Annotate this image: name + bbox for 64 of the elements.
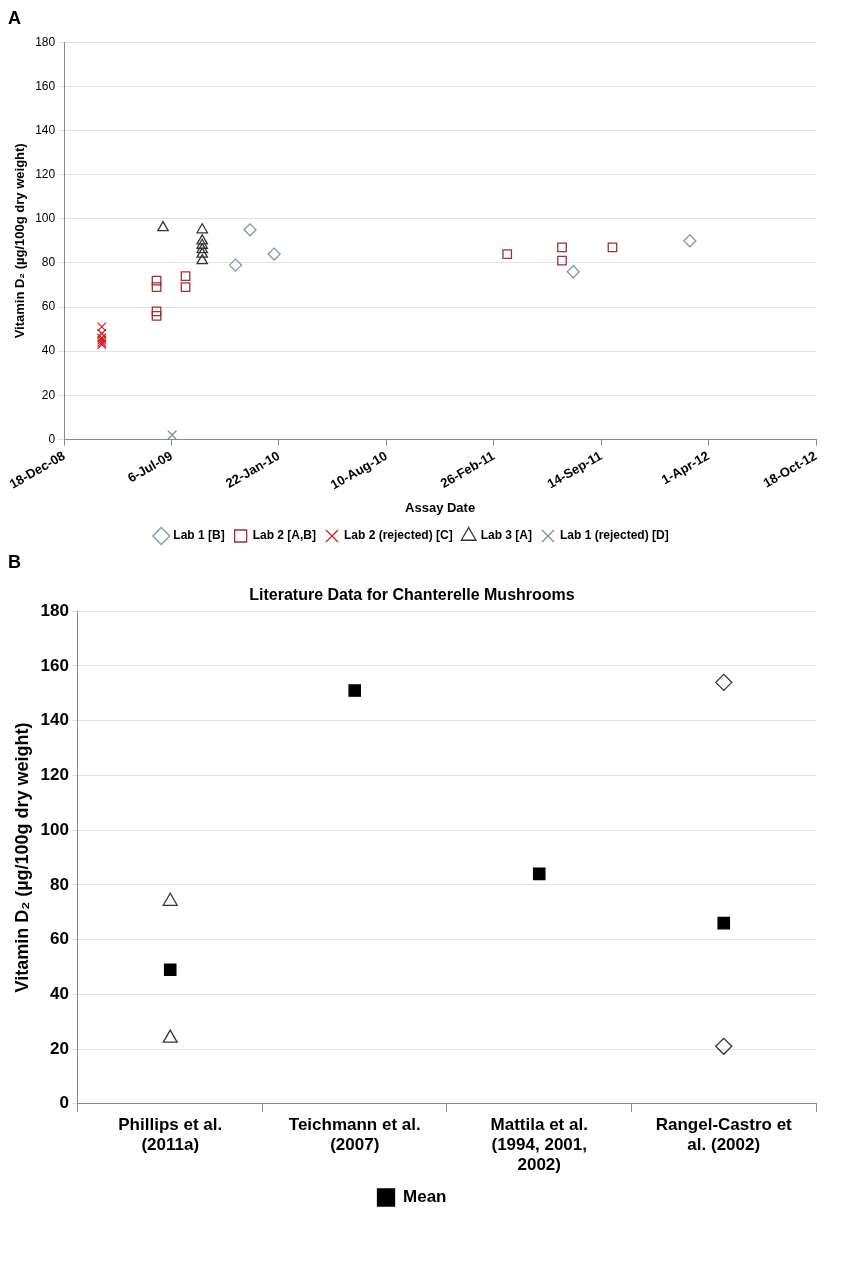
- point: [151, 310, 162, 321]
- y-tick-label: 160: [40, 655, 69, 675]
- point: [157, 220, 169, 232]
- point: [243, 223, 257, 237]
- y-tick-label: 120: [35, 166, 56, 181]
- legend-label: Lab 1 (rejected) [D]: [560, 528, 669, 543]
- point: [228, 258, 243, 272]
- y-axis-title: Vitamin D₂ (µg/100g dry weight): [11, 143, 27, 339]
- point: [267, 247, 281, 261]
- point: [180, 271, 191, 282]
- point: [683, 234, 697, 248]
- y-tick-label: 100: [35, 211, 56, 226]
- y-tick-label: 20: [50, 1038, 69, 1058]
- y-tick-label: 120: [40, 765, 69, 785]
- point: [196, 243, 209, 254]
- y-tick-label: 140: [35, 122, 56, 137]
- legend-label: Lab 2 (rejected) [C]: [343, 528, 453, 543]
- y-tick-label: 140: [40, 710, 69, 730]
- text: B: [8, 552, 22, 574]
- point: [196, 234, 209, 245]
- point: [196, 238, 209, 249]
- legend-label: Mean: [403, 1187, 447, 1207]
- x-tick-label: Teichmann et al. (2007): [288, 1114, 421, 1155]
- x-tick-label: Phillips et al. (2011a): [118, 1114, 223, 1155]
- point: [151, 306, 162, 317]
- text: A: [8, 8, 22, 30]
- point: [162, 892, 178, 906]
- point: [557, 242, 567, 253]
- point: [196, 223, 209, 234]
- point: [167, 430, 178, 440]
- y-tick-label: 40: [50, 984, 69, 1004]
- y-tick-label: 80: [41, 255, 56, 270]
- point: [717, 916, 731, 930]
- point: [532, 867, 546, 881]
- y-tick-label: 0: [48, 431, 56, 446]
- y-axis-title: Vitamin D₂ (µg/100g dry weight): [11, 722, 32, 993]
- point: [607, 242, 618, 253]
- point: [151, 275, 162, 286]
- point: [163, 963, 177, 977]
- point: [502, 249, 513, 259]
- point: [180, 282, 191, 293]
- y-tick-label: 100: [40, 819, 69, 839]
- point: [196, 247, 209, 258]
- y-tick-label: 40: [41, 343, 56, 358]
- point: [566, 265, 580, 279]
- legend-label: Lab 2 [A,B]: [252, 528, 316, 543]
- x-tick-label: Rangel-Castro et al. (2002): [655, 1114, 793, 1155]
- y-tick-label: 80: [50, 874, 69, 894]
- point: [348, 684, 362, 697]
- point: [196, 254, 209, 265]
- x-tick-label: Mattila et al. (1994, 2001, 2002): [490, 1114, 588, 1175]
- x-axis-title: Assay Date: [405, 499, 476, 515]
- point: [151, 282, 162, 293]
- y-tick-label: 180: [35, 34, 56, 49]
- y-tick-label: 180: [40, 600, 69, 620]
- y-tick-label: 0: [59, 1093, 69, 1113]
- y-tick-label: 60: [41, 299, 56, 314]
- y-tick-label: 60: [50, 929, 69, 949]
- point: [557, 255, 567, 266]
- chart-title: Literature Data for Chanterelle Mushrooms: [249, 586, 575, 604]
- y-tick-label: 160: [35, 78, 56, 93]
- legend-label: Lab 3 [A]: [480, 528, 533, 543]
- legend-label: Lab 1 [B]: [173, 528, 225, 543]
- y-tick-label: 20: [41, 387, 56, 402]
